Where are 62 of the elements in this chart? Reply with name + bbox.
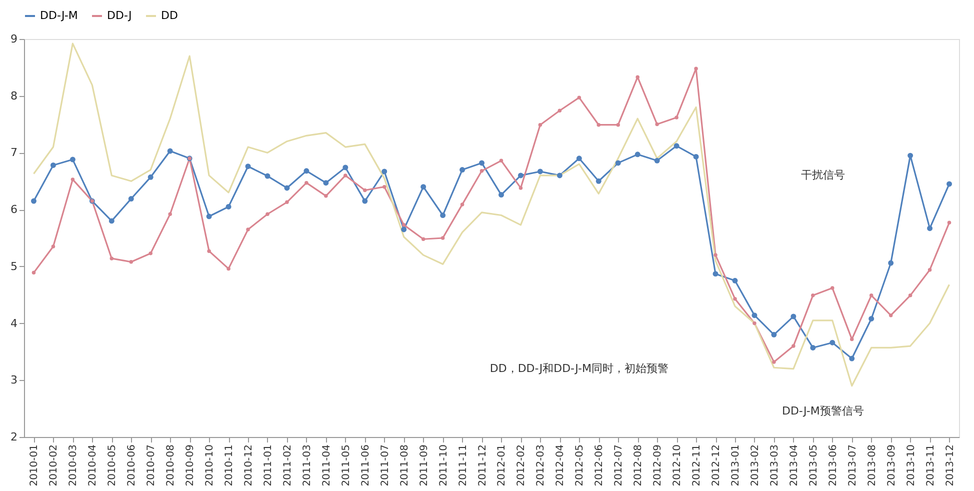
x-tick-label: 2010-09 — [185, 444, 196, 486]
y-tick-label: 6 — [10, 203, 18, 216]
x-tick-label: 2013-08 — [866, 444, 878, 486]
x-tick-label: 2013-03 — [769, 444, 780, 486]
x-tick-label: 2010-11 — [224, 444, 236, 486]
x-tick-label: 2010-01 — [29, 444, 40, 486]
x-tick-label: 2012-07 — [614, 444, 625, 486]
x-tick-label: 2011-04 — [321, 444, 332, 486]
x-tick-label: 2011-12 — [477, 444, 488, 486]
x-tick-label: 2012-11 — [692, 444, 703, 486]
y-tick-label: 9 — [10, 32, 18, 46]
x-tick-label: 2011-08 — [399, 444, 410, 486]
x-tick-label: 2010-06 — [126, 444, 138, 486]
x-tick-label: 2013-04 — [788, 444, 800, 486]
x-tick-label: 2010-02 — [48, 444, 60, 486]
x-tick-label: 2013-10 — [906, 444, 917, 486]
x-tick-label: 2010-05 — [107, 444, 118, 486]
legend-label: DD-J — [107, 9, 132, 22]
x-tick-label: 2011-02 — [282, 444, 294, 486]
annotation: 干扰信号 — [800, 168, 845, 182]
x-tick-label: 2011-01 — [262, 444, 274, 486]
y-tick-label: 4 — [10, 316, 18, 330]
x-tick-label: 2011-06 — [360, 444, 372, 486]
x-tick-label: 2011-11 — [458, 444, 469, 486]
x-tick-label: 2012-04 — [555, 444, 566, 486]
x-tick-label: 2010-08 — [166, 444, 177, 486]
x-tick-label: 2012-08 — [633, 444, 644, 486]
x-tick-label: 2011-05 — [340, 444, 352, 486]
x-tick-label: 2012-05 — [574, 444, 586, 486]
y-tick-label: 3 — [10, 374, 18, 387]
x-tick-label: 2011-03 — [302, 444, 313, 486]
legend-label: DD — [161, 9, 178, 22]
y-tick-label: 7 — [10, 146, 18, 160]
x-tick-label: 2012-03 — [536, 444, 547, 486]
legend-label: DD-J-M — [40, 9, 78, 22]
x-tick-label: 2012-01 — [496, 444, 508, 486]
x-tick-label: 2010-10 — [204, 444, 216, 486]
x-tick-label: 2012-06 — [594, 444, 606, 486]
annotation: DD-J-M预警信号 — [782, 404, 864, 418]
x-tick-label: 2010-04 — [88, 444, 99, 486]
y-tick-label: 8 — [10, 89, 18, 102]
annotation: DD，DD-J和DD-J-M同时，初始预警 — [490, 362, 668, 375]
x-tick-label: 2012-09 — [652, 444, 664, 486]
x-tick-label: 2011-09 — [418, 444, 430, 486]
x-tick-label: 2011-07 — [380, 444, 391, 486]
x-tick-label: 2013-11 — [925, 444, 936, 486]
x-tick-label: 2013-02 — [750, 444, 761, 486]
x-tick-label: 2010-12 — [244, 444, 255, 486]
x-tick-label: 2013-07 — [847, 444, 858, 486]
x-tick-label: 2013-05 — [808, 444, 820, 486]
y-tick-label: 5 — [10, 260, 18, 273]
x-tick-label: 2013-06 — [828, 444, 839, 486]
x-tick-label: 2013-12 — [944, 444, 956, 486]
x-tick-label: 2011-10 — [438, 444, 450, 486]
x-tick-label: 2012-10 — [672, 444, 684, 486]
x-tick-label: 2010-03 — [68, 444, 80, 486]
y-tick-label: 2 — [10, 430, 18, 444]
x-tick-label: 2010-07 — [146, 444, 158, 486]
x-tick-label: 2012-12 — [711, 444, 722, 486]
x-tick-label: 2013-09 — [886, 444, 898, 486]
x-tick-label: 2013-01 — [730, 444, 742, 486]
x-tick-label: 2012-02 — [516, 444, 528, 486]
